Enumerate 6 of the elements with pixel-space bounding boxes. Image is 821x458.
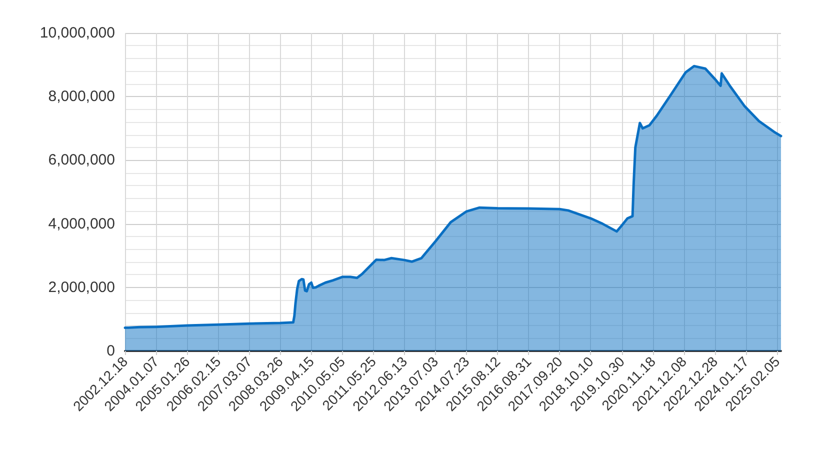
y-tick-label: 6,000,000 [48, 152, 115, 169]
y-tick-label: 10,000,000 [40, 24, 115, 42]
y-tick-label: 2,000,000 [48, 278, 115, 296]
y-tick-label: 0 [106, 342, 115, 360]
y-tick-label: 8,000,000 [48, 88, 115, 106]
y-tick-label: 4,000,000 [48, 215, 115, 232]
